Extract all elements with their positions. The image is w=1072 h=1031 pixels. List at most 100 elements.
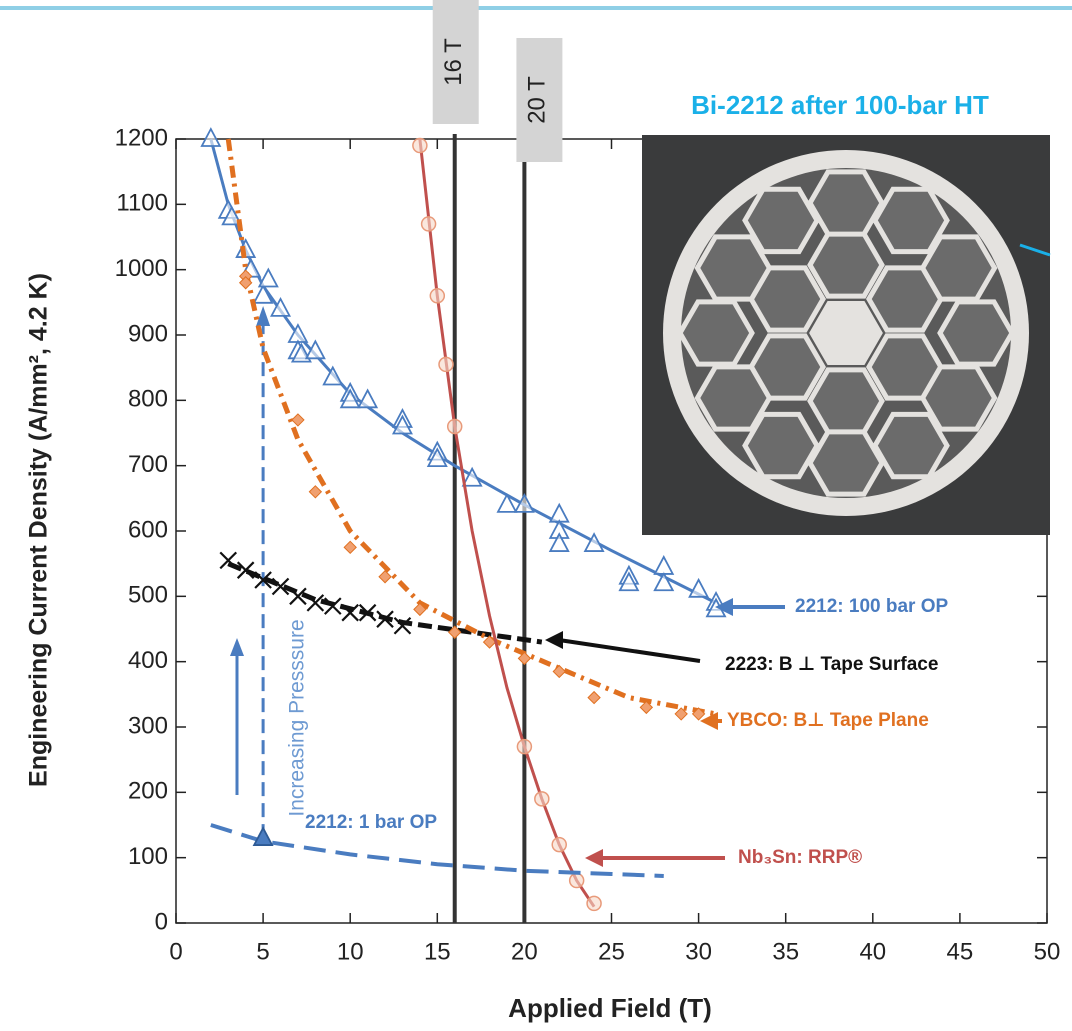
data-point (429, 288, 446, 304)
y-tick-label: 400 (128, 647, 168, 674)
data-point (252, 283, 274, 304)
x-tick-label: 15 (424, 938, 451, 965)
data-point (358, 603, 377, 622)
arrow-head (700, 712, 718, 730)
x-tick-label: 40 (859, 938, 886, 965)
filament-bundle (694, 234, 773, 302)
y-tick-label: 0 (155, 908, 168, 935)
data-point (513, 492, 535, 513)
x-tick-label: 35 (772, 938, 799, 965)
data-point (461, 466, 483, 487)
y-tick-label: 1100 (116, 190, 168, 217)
filament-bundle (807, 169, 885, 237)
data-point (534, 791, 550, 807)
y-tick-label: 200 (128, 778, 168, 805)
x-tick-label: 20 (511, 938, 538, 965)
data-point (391, 414, 413, 435)
data-point (200, 127, 222, 147)
y-tick-label: 700 (128, 451, 168, 478)
legend-label: Nb₃Sn: RRP® (738, 847, 862, 868)
data-point (221, 205, 243, 226)
fit-line (418, 138, 596, 908)
data-point (339, 388, 361, 409)
data-point (674, 707, 688, 721)
data-point (688, 577, 710, 598)
data-point (517, 651, 532, 666)
data-point (257, 267, 279, 288)
field-label: 16 T (440, 38, 467, 86)
x-tick-label: 50 (1034, 938, 1061, 965)
data-point (587, 690, 601, 705)
pointer (1019, 243, 1051, 257)
field-label-box (432, 0, 479, 124)
filament-bundle (872, 411, 950, 480)
filament-bundle (742, 186, 820, 255)
data-point (583, 532, 605, 552)
data-point (270, 296, 292, 317)
data-point (568, 872, 585, 889)
filament-bundle (937, 299, 1015, 367)
x-tick-label: 30 (685, 938, 712, 965)
data-point (306, 594, 325, 612)
legend-label: YBCO: B⊥ Tape Plane (727, 710, 929, 731)
y-tick-label: 500 (128, 582, 168, 609)
plot-area: 0 5 10 15 20 25 30 35 40 45 5001002003004005006007… (115, 0, 1061, 965)
filament-bundle (742, 411, 820, 480)
data-point (291, 413, 305, 427)
data-point (378, 570, 392, 584)
data-point (308, 485, 323, 499)
fit-line (210, 823, 664, 878)
data-point (254, 571, 272, 589)
data-point (219, 551, 238, 570)
x-tick-label: 45 (947, 938, 974, 965)
x-tick-label: 25 (598, 938, 625, 965)
legend-label: 2212: 1 bar OP (305, 812, 437, 833)
filament-bundle (807, 429, 885, 497)
filament-bundle (919, 364, 998, 432)
data-point (420, 216, 437, 232)
data-point (376, 610, 394, 628)
legend-label: 2223: B ⊥ Tape Surface (725, 654, 938, 675)
filament-bundle (872, 186, 950, 255)
arrow-head (715, 598, 733, 616)
data-point (496, 492, 518, 513)
filament-bundle (677, 299, 755, 367)
data-point (289, 587, 307, 606)
data-point (412, 137, 428, 154)
label-arrow (558, 638, 701, 663)
field-label: 20 T (524, 76, 551, 124)
inset-photo (642, 135, 1051, 535)
data-point (322, 365, 344, 386)
data-point (552, 664, 566, 679)
data-point (548, 532, 570, 552)
top-rule (0, 6, 1072, 10)
data-point (446, 418, 463, 435)
pressure-note: Increasing Presssure (286, 619, 309, 816)
data-point (653, 555, 675, 575)
data-point (426, 447, 448, 468)
data-point (551, 836, 567, 853)
data-point (393, 616, 412, 635)
data-point (271, 577, 290, 596)
y-tick-label: 1000 (115, 255, 168, 282)
x-axis-title: Applied Field (T) (508, 993, 712, 1023)
data-point (324, 597, 342, 615)
field-label-box (516, 38, 563, 162)
fit-line (227, 561, 543, 645)
y-tick-label: 900 (128, 320, 168, 347)
data-point (413, 602, 427, 617)
data-point (586, 895, 602, 912)
data-point (691, 707, 706, 721)
data-point (448, 625, 462, 639)
y-tick-label: 300 (128, 712, 168, 739)
data-point (482, 635, 497, 649)
inset-title: Bi-2212 after 100-bar HT (691, 90, 989, 120)
data-point (341, 603, 359, 622)
x-tick-label: 5 (256, 938, 269, 965)
data-point (438, 356, 454, 373)
y-tick-label: 800 (128, 386, 168, 413)
filament-bundle (807, 231, 885, 299)
y-tick-label: 1200 (115, 124, 168, 151)
data-point (653, 571, 675, 592)
arrow-head (585, 849, 603, 867)
